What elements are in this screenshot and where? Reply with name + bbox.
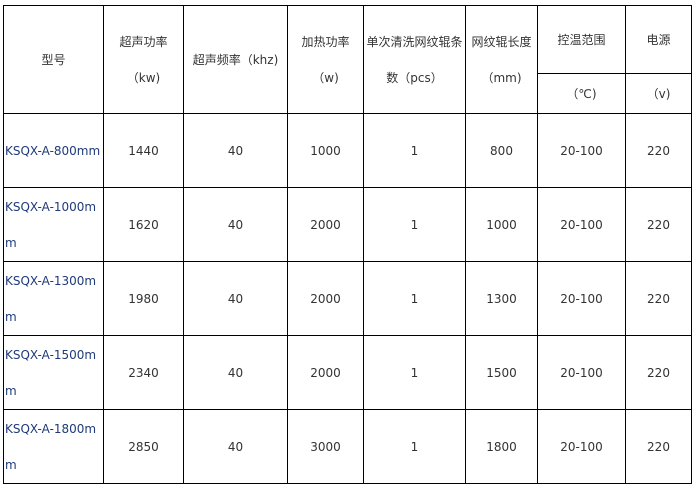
header-temp-range: 控温范围	[537, 5, 626, 74]
cell-count: 1	[363, 187, 466, 262]
table-row: KSQX-A-800mm 1440 40 1000 1 800 20-100 220	[3, 113, 692, 188]
cell-heat: 3000	[287, 409, 364, 484]
cell-temp: 20-100	[537, 335, 626, 410]
header-power-unit: （v)	[625, 73, 692, 114]
cell-temp: 20-100	[537, 113, 626, 188]
cell-count: 1	[363, 409, 466, 484]
header-roller-length: 网纹辊长度 （mm)	[465, 5, 538, 114]
cell-power: 1440	[103, 113, 184, 188]
cell-heat: 2000	[287, 335, 364, 410]
cell-model: KSQX-A-1300mm	[3, 261, 104, 336]
cell-temp: 20-100	[537, 187, 626, 262]
cell-heat: 2000	[287, 187, 364, 262]
header-rollers-per-wash: 单次清洗网纹辊条 数（pcs）	[363, 5, 466, 114]
header-ultrasonic-frequency: 超声频率（khz)	[183, 5, 288, 114]
header-temp-unit: （℃)	[537, 73, 626, 114]
cell-heat: 1000	[287, 113, 364, 188]
cell-voltage: 220	[625, 113, 692, 188]
header-model: 型号	[3, 5, 104, 114]
cell-length: 1800	[465, 409, 538, 484]
cell-freq: 40	[183, 261, 288, 336]
cell-length: 800	[465, 113, 538, 188]
table-row: KSQX-A-1300mm 1980 40 2000 1 1300 20-100 220	[3, 261, 692, 336]
cell-length: 1000	[465, 187, 538, 262]
cell-model: KSQX-A-1500mm	[3, 335, 104, 410]
cell-freq: 40	[183, 187, 288, 262]
cell-length: 1300	[465, 261, 538, 336]
cell-model: KSQX-A-1000mm	[3, 187, 104, 262]
spec-table: 型号 超声功率（kw) 超声频率（khz) 加热功率 （w) 单次清洗网纹辊条 数（…	[3, 5, 692, 484]
cell-temp: 20-100	[537, 261, 626, 336]
cell-count: 1	[363, 113, 466, 188]
header-heating-power: 加热功率 （w)	[287, 5, 364, 114]
cell-power: 2850	[103, 409, 184, 484]
cell-count: 1	[363, 335, 466, 410]
cell-power: 2340	[103, 335, 184, 410]
cell-count: 1	[363, 261, 466, 336]
cell-length: 1500	[465, 335, 538, 410]
cell-heat: 2000	[287, 261, 364, 336]
cell-temp: 20-100	[537, 409, 626, 484]
cell-power: 1620	[103, 187, 184, 262]
cell-freq: 40	[183, 113, 288, 188]
cell-model: KSQX-A-1800mm	[3, 409, 104, 484]
table-row: KSQX-A-1800mm 2850 40 3000 1 1800 20-100 220	[3, 409, 692, 484]
header-ultrasonic-power: 超声功率（kw)	[103, 5, 184, 114]
header-power-supply: 电源	[625, 5, 692, 74]
cell-model: KSQX-A-800mm	[3, 113, 104, 188]
cell-voltage: 220	[625, 187, 692, 262]
cell-freq: 40	[183, 335, 288, 410]
cell-voltage: 220	[625, 409, 692, 484]
cell-freq: 40	[183, 409, 288, 484]
table-row: KSQX-A-1000mm 1620 40 2000 1 1000 20-100 220	[3, 187, 692, 262]
cell-voltage: 220	[625, 335, 692, 410]
cell-voltage: 220	[625, 261, 692, 336]
cell-power: 1980	[103, 261, 184, 336]
table-row: KSQX-A-1500mm 2340 40 2000 1 1500 20-100 220	[3, 335, 692, 410]
